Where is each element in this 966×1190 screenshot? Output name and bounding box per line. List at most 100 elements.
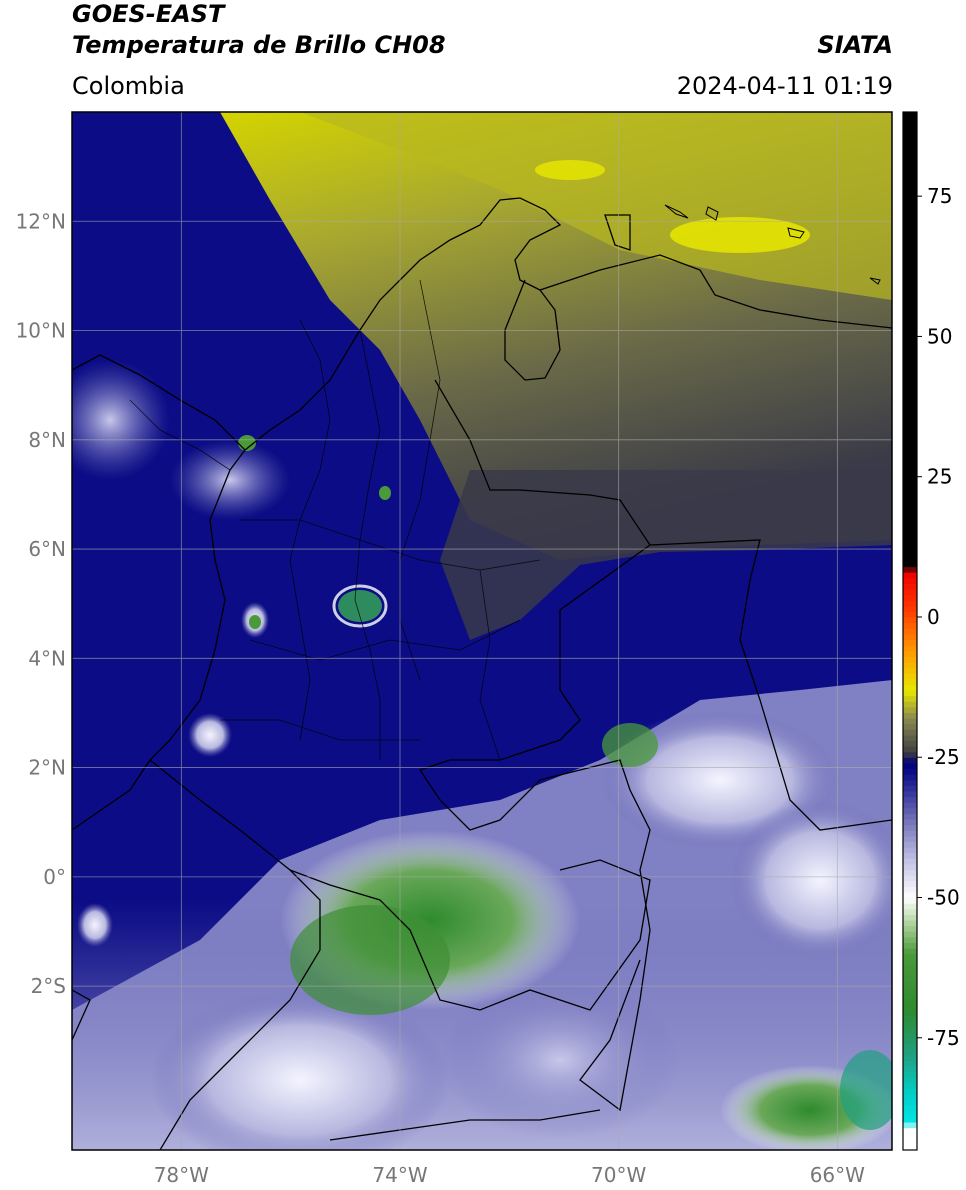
- colorbar-band: [903, 639, 917, 646]
- colorbar-band: [903, 493, 917, 500]
- department-line-7: [479, 569, 501, 761]
- colorbar-band: [903, 471, 917, 478]
- colorbar-band: [903, 487, 917, 495]
- colorbar-band: [903, 364, 917, 371]
- colorbar-band: [903, 112, 917, 119]
- colorbar-band: [903, 583, 917, 590]
- map-frame: [71, 111, 893, 1151]
- latitude-tick-label: 6°N: [28, 537, 66, 561]
- storm-cell-west: [249, 615, 261, 629]
- colorbar-band: [903, 1116, 917, 1123]
- colorbar-band: [903, 1099, 917, 1106]
- longitude-tick-label: 78°W: [154, 1163, 209, 1187]
- colorbar-band: [903, 448, 917, 455]
- colorbar-band: [903, 841, 917, 848]
- colorbar: 75 50 25 0 -25 -50 -75: [902, 111, 960, 1151]
- dry-core-region: [300, 112, 892, 300]
- region-label: Colombia: [72, 72, 185, 100]
- colorbar-band: [903, 650, 917, 657]
- product-title: Temperatura de Brillo CH08: [72, 31, 446, 59]
- colorbar-band: [903, 207, 917, 214]
- colorbar-band: [903, 330, 917, 338]
- latitude-tick-label: 0°: [43, 865, 66, 889]
- latitude-tick-label: 2°S: [31, 974, 66, 998]
- cloud-cell-pacific: [188, 713, 232, 757]
- colorbar-band: [903, 336, 917, 343]
- colorbar-band: [903, 1015, 917, 1022]
- colorbar-band: [903, 476, 917, 483]
- colorbar-band: [903, 998, 917, 1005]
- colorbar-band: [903, 263, 917, 270]
- colorbar-band: [903, 515, 917, 523]
- colorbar-band: [903, 1071, 917, 1078]
- aruba-island: [664, 204, 689, 219]
- latitude-tick-label: 4°N: [28, 646, 66, 670]
- colorbar-band: [903, 201, 917, 208]
- colorbar-band: [903, 981, 917, 988]
- colorbar-band: [903, 342, 917, 349]
- colorbar-band: [903, 936, 917, 943]
- satellite-title: GOES-EAST: [72, 0, 225, 28]
- colorbar-band: [903, 891, 917, 899]
- department-line-6: [220, 719, 420, 741]
- colorbar-band: [903, 903, 917, 910]
- colorbar-band: [903, 964, 917, 972]
- colorbar-band: [903, 931, 917, 938]
- colorbar-frame: [902, 111, 918, 1151]
- colorbar-band: [903, 128, 917, 136]
- colorbar-band: [903, 1009, 917, 1016]
- driest-patch-north: [535, 160, 605, 180]
- colorbar-band: [903, 549, 917, 556]
- colorbar-band: [903, 1110, 917, 1117]
- colorbar-band: [903, 723, 917, 730]
- transition-zone: [440, 470, 892, 640]
- colorbar-band: [903, 302, 917, 309]
- colombia-brazil-border: [419, 759, 651, 1112]
- trinidad-island: [869, 277, 881, 285]
- colorbar-band: [903, 1037, 917, 1044]
- colorbar-band: [903, 420, 917, 427]
- colorbar-band: [903, 392, 917, 399]
- colorbar-band: [903, 1077, 917, 1084]
- colorbar-band: [903, 196, 917, 203]
- colorbar-band: [903, 622, 917, 629]
- colorbar-band: [903, 908, 917, 915]
- colorbar-band: [903, 409, 917, 416]
- colorbar-band: [903, 521, 917, 528]
- deep-convection-core: [290, 905, 450, 1015]
- colorbar-band: [903, 168, 917, 175]
- colorbar-tick-label: 75: [927, 184, 952, 208]
- colorbar-band: [903, 919, 917, 927]
- colorbar-band: [903, 774, 917, 781]
- colorbar-band: [903, 959, 917, 966]
- colorbar-band: [903, 633, 917, 641]
- colorbar-band: [903, 925, 917, 932]
- paraguana-peninsula: [604, 214, 631, 251]
- driest-patch-east: [670, 217, 810, 253]
- colorbar-band: [903, 162, 917, 169]
- colorbar-band: [903, 628, 917, 635]
- colorbar-band: [903, 123, 917, 130]
- colorbar-band: [903, 757, 917, 764]
- colorbar-tick-label: -25: [927, 745, 960, 769]
- colorbar-band: [903, 667, 917, 674]
- colorbar-band: [903, 790, 917, 798]
- colorbar-band: [903, 1082, 917, 1089]
- colorbar-band: [903, 358, 917, 366]
- colorbar-band: [903, 588, 917, 596]
- colorbar-band: [903, 504, 917, 511]
- colorbar-band: [903, 605, 917, 612]
- colorbar-band: [903, 886, 917, 893]
- colorbar-band: [903, 807, 917, 814]
- colorbar-tick-label: -75: [927, 1026, 960, 1050]
- colorbar-band: [903, 566, 917, 573]
- colorbar-band: [903, 746, 917, 753]
- colorbar-band: [903, 577, 917, 584]
- colorbar-band: [903, 454, 917, 461]
- colorbar-band: [903, 600, 917, 607]
- colorbar-band: [903, 426, 917, 433]
- timestamp-label: 2024-04-11 01:19: [676, 72, 893, 100]
- colorbar-band: [903, 824, 917, 831]
- colorbar-band: [903, 616, 917, 624]
- latitude-tick-labels: 12°N 10°N 8°N 6°N 4°N 2°N 0° 2°S: [16, 209, 66, 998]
